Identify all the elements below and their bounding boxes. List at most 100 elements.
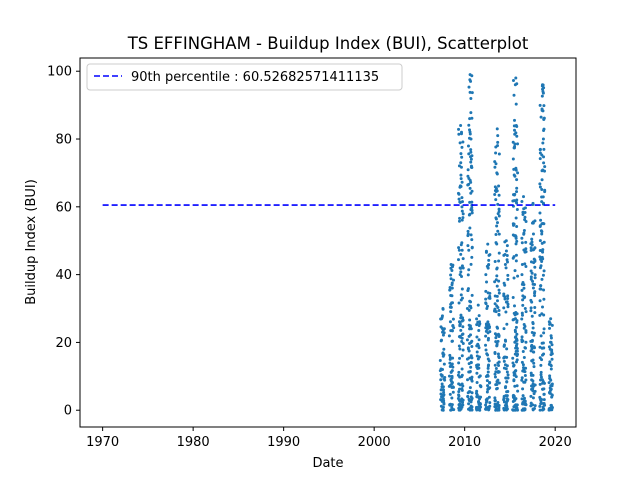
data-point [465,307,469,311]
data-point [449,402,453,406]
data-point [502,400,506,404]
data-point [476,357,480,361]
data-point [538,248,542,252]
data-point [496,134,500,138]
data-point [539,363,543,367]
data-point [513,192,517,196]
data-point [543,169,547,173]
data-point [468,130,472,134]
data-point [486,338,490,342]
data-point [520,376,524,380]
data-point [505,322,509,326]
data-points [438,73,554,412]
data-point [467,213,471,217]
data-point [459,165,463,169]
data-point [484,326,488,330]
legend: 90th percentile : 60.52682571411135 [86,63,403,91]
data-point [523,215,527,219]
data-point [541,353,545,357]
data-point [541,83,545,87]
data-point [532,361,536,365]
data-point [496,339,500,343]
data-point [466,144,470,148]
data-point [540,232,544,236]
data-point [540,108,544,112]
data-point [487,323,491,327]
data-point [487,258,491,262]
data-point [442,362,446,366]
data-point [511,199,515,203]
data-point [484,329,488,333]
data-point [451,265,455,269]
data-point [514,123,518,127]
data-point [540,305,544,309]
data-point [524,264,528,268]
data-point [484,407,488,411]
data-point [516,389,520,393]
data-point [439,378,443,382]
data-point [487,296,491,300]
data-point [484,334,488,338]
data-point [505,254,509,258]
data-point [542,86,546,90]
data-point [533,383,537,387]
data-point [497,364,501,368]
data-point [497,408,501,412]
data-point [515,319,519,323]
data-point [550,395,554,399]
data-point [469,137,473,141]
data-point [512,223,516,227]
data-point [484,348,488,352]
data-point [449,273,453,277]
data-point [496,212,500,216]
data-point [439,398,443,402]
data-point [457,390,461,394]
data-point [495,380,499,384]
data-point [458,387,461,391]
data-point [531,286,535,290]
data-point [468,90,472,94]
data-point [442,347,446,351]
data-point [531,279,535,283]
data-point [539,375,543,379]
data-point [475,389,479,393]
data-point [497,259,501,263]
data-point [486,242,490,246]
data-point [460,155,464,159]
data-point [470,211,474,215]
data-point [548,322,552,325]
data-point [457,219,461,223]
data-point [513,384,517,388]
data-point [531,326,535,330]
data-point [484,297,488,301]
data-point [470,200,474,204]
data-point [516,142,520,146]
data-point [542,346,546,350]
data-point [520,263,524,266]
data-point [496,352,500,356]
data-point [515,198,519,202]
data-point [458,402,462,406]
data-point [449,302,453,306]
data-point [495,304,499,308]
data-point [439,392,443,396]
data-point [450,283,454,287]
data-point [505,380,509,384]
data-point [539,287,543,291]
data-point [531,220,535,224]
data-point [513,340,517,344]
data-point [458,356,462,360]
data-point [494,241,498,245]
data-point [529,298,533,302]
data-point [460,367,464,371]
data-point [513,330,517,334]
data-point [542,127,546,131]
data-point [469,354,473,358]
data-point [515,239,519,243]
x-tick-label: 2020 [539,435,572,450]
data-point [514,369,518,373]
data-point [512,373,516,377]
x-axis: 1970 1980 1990 2000 2010 2020 [86,427,572,450]
data-point [540,187,544,191]
data-point [514,408,518,412]
